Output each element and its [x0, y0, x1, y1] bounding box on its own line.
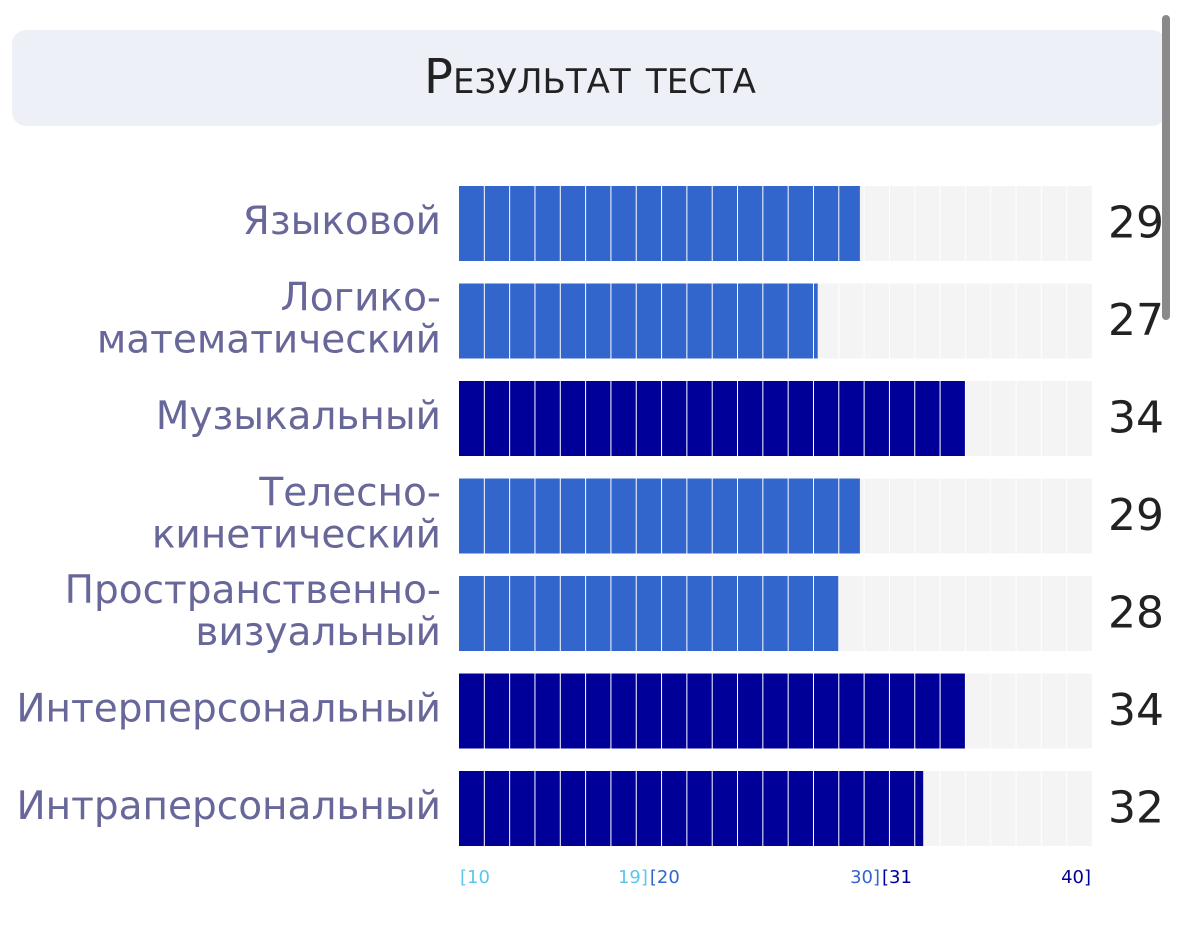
category-label: Музыкальный [156, 394, 441, 439]
value-label: 29 [1108, 198, 1164, 249]
chart-title: Результат теста [424, 49, 756, 105]
value-label: 34 [1108, 393, 1164, 444]
range-start-label: [20 [650, 867, 680, 888]
value-label: 34 [1108, 685, 1164, 736]
bar [459, 283, 818, 359]
range-end-label: 19] [618, 867, 648, 888]
category-label: математический [97, 318, 441, 363]
bar [459, 186, 860, 261]
value-label: 29 [1108, 490, 1164, 541]
range-start-label: [31 [882, 867, 912, 888]
category-label: кинетический [152, 513, 441, 558]
category-label: Логико- [280, 276, 441, 321]
category-label: Пространственно- [65, 568, 441, 613]
range-end-label: 30] [850, 867, 880, 888]
category-label: Языковой [243, 199, 441, 244]
header [12, 30, 1166, 126]
bar [459, 576, 839, 651]
value-label: 32 [1108, 783, 1164, 834]
value-label: 28 [1108, 588, 1164, 639]
range-start-label: [10 [460, 867, 490, 888]
category-label: Интраперсональный [16, 784, 441, 829]
bar [459, 771, 924, 846]
category-label: визуальный [195, 610, 441, 655]
value-label: 27 [1108, 295, 1164, 346]
bar [459, 478, 860, 554]
category-label: Интерперсональный [16, 687, 441, 732]
range-end-label: 40] [1061, 867, 1091, 888]
category-label: Телесно- [258, 471, 441, 516]
scrollbar[interactable] [1162, 15, 1170, 320]
